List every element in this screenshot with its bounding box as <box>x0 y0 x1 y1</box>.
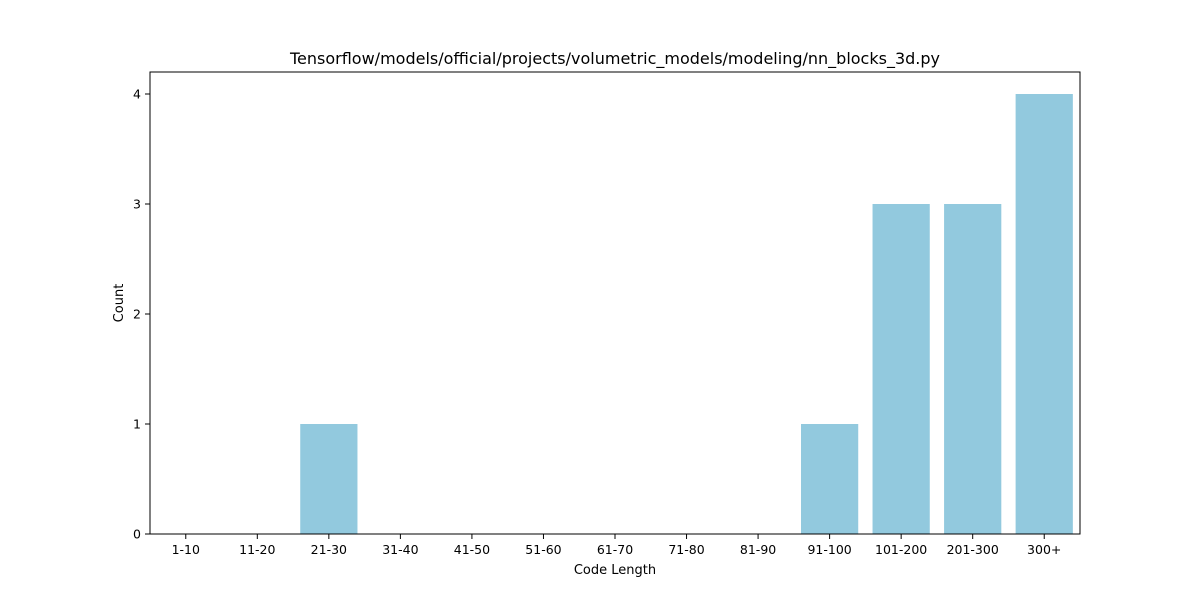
y-tick-label: 3 <box>133 197 141 212</box>
x-tick-label: 101-200 <box>875 542 927 557</box>
bar-201-300 <box>944 204 1002 534</box>
x-tick-label: 11-20 <box>239 542 275 557</box>
x-tick-label: 31-40 <box>382 542 418 557</box>
y-ticks-layer: 0 1 2 3 4 <box>133 87 150 542</box>
y-tick-label: 2 <box>133 307 141 322</box>
chart-title: Tensorflow/models/official/projects/volu… <box>289 49 940 69</box>
x-tick-label: 300+ <box>1027 542 1061 557</box>
x-tick-label: 81-90 <box>740 542 776 557</box>
bar-21-30 <box>300 424 358 534</box>
x-tick-label: 201-300 <box>947 542 999 557</box>
y-tick-label: 4 <box>133 87 141 102</box>
y-axis-label: Count <box>112 284 127 323</box>
x-tick-label: 41-50 <box>454 542 490 557</box>
bars-layer <box>300 94 1073 534</box>
plot-frame <box>149 71 1081 535</box>
x-tick-label: 21-30 <box>311 542 347 557</box>
y-tick-label: 0 <box>133 527 141 542</box>
x-tick-label: 51-60 <box>525 542 561 557</box>
bar-91-100 <box>801 424 859 534</box>
x-tick-label: 61-70 <box>597 542 633 557</box>
bar-300+ <box>1015 94 1073 534</box>
x-tick-label: 71-80 <box>668 542 704 557</box>
x-tick-label: 91-100 <box>807 542 851 557</box>
x-ticks-layer: 1-10 11-20 21-30 31-40 41-50 51-60 61-70 71-80 8… <box>172 534 1061 557</box>
bar-101-200 <box>872 204 930 534</box>
y-tick-label: 1 <box>133 417 141 432</box>
x-axis-label: Code Length <box>574 563 656 578</box>
x-tick-label: 1-10 <box>172 542 200 557</box>
